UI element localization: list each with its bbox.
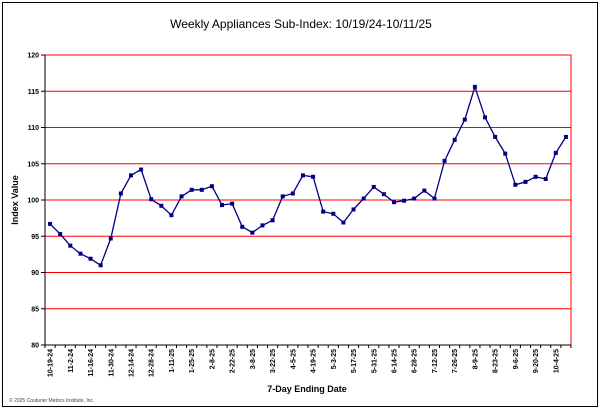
x-tick-label: 1-11-25 [169, 349, 176, 373]
data-point [402, 198, 407, 203]
data-point [472, 84, 477, 89]
x-tick-label: 4-5-25 [290, 349, 297, 369]
x-tick-label: 4-19-25 [311, 349, 318, 373]
x-tick-label: 1-25-25 [189, 349, 196, 373]
data-point [280, 194, 285, 199]
x-tick-label: 3-22-25 [270, 349, 277, 373]
data-point [503, 151, 508, 156]
x-tick-label: 12-14-24 [128, 349, 135, 377]
x-tick-label: 9-6-25 [513, 349, 520, 369]
data-point [442, 158, 447, 163]
data-point [220, 203, 225, 208]
data-point [240, 224, 245, 229]
y-tick-label: 90 [31, 270, 39, 277]
data-point [513, 182, 518, 187]
series-line [49, 84, 567, 267]
data-point [209, 184, 214, 189]
data-point [199, 187, 204, 192]
data-point [493, 134, 498, 139]
data-point [351, 207, 356, 212]
data-point [462, 117, 467, 122]
x-tick-label: 6-14-25 [391, 349, 398, 373]
data-point [412, 196, 417, 201]
x-tick-label: 10-19-24 [48, 349, 55, 377]
data-point [260, 223, 265, 228]
data-point [98, 263, 103, 268]
data-point [553, 150, 558, 155]
y-tick-label: 85 [31, 306, 39, 313]
data-point [523, 179, 528, 184]
data-point [381, 192, 386, 197]
x-tick-label: 11-30-24 [108, 349, 115, 377]
data-point [331, 211, 336, 216]
data-point [250, 230, 255, 235]
data-point [270, 218, 275, 223]
data-point [118, 191, 123, 196]
data-point [452, 137, 457, 142]
x-tick-label: 2-22-25 [230, 349, 237, 373]
data-point [128, 173, 133, 178]
data-point [290, 191, 295, 196]
x-tick-label: 9-20-25 [533, 349, 540, 373]
data-point [68, 243, 73, 248]
x-tick-label: 6-28-25 [412, 349, 419, 373]
y-tick-label: 115 [28, 89, 39, 96]
x-tick-label: 12-28-24 [149, 349, 156, 377]
data-point [230, 201, 235, 206]
chart-title: Weekly Appliances Sub-Index: 10/19/24-10… [170, 17, 432, 31]
data-point [48, 221, 53, 226]
data-point [422, 188, 427, 193]
x-tick-label: 5-31-25 [371, 349, 378, 373]
data-point [189, 187, 194, 192]
data-point [341, 220, 346, 225]
data-point [300, 173, 305, 178]
data-point [361, 196, 366, 201]
x-tick-label: 11-16-24 [88, 349, 95, 377]
data-point [543, 176, 548, 181]
data-point [169, 213, 174, 218]
data-point [88, 256, 93, 261]
data-point [139, 167, 144, 172]
data-point [483, 115, 488, 120]
copyright-note: © 2025 Couturier Metrics Institute, Inc. [9, 397, 94, 404]
data-point [149, 197, 154, 202]
x-tick-label: 2-8-25 [209, 349, 216, 369]
data-point [563, 134, 568, 139]
data-point [391, 200, 396, 205]
data-point [432, 196, 437, 201]
x-tick-label: 8-23-25 [493, 349, 500, 373]
chart: Weekly Appliances Sub-Index: 10/19/24-10… [9, 17, 572, 404]
y-tick-label: 80 [31, 343, 39, 350]
data-point [371, 184, 376, 189]
plot-area: 80 85 90 95 100 105 110 115 120 10-19-24 11-2-24 11… [27, 53, 572, 377]
y-tick-label: 100 [27, 198, 39, 205]
data-point [58, 232, 63, 237]
data-point [78, 251, 83, 256]
x-tick-label: 10-4-25 [553, 349, 560, 373]
y-tick-label: 105 [27, 161, 39, 168]
x-tick-label: 8-9-25 [472, 349, 479, 369]
x-tick-label: 5-17-25 [351, 349, 358, 373]
y-tick-label: 120 [27, 53, 39, 60]
data-point [311, 174, 316, 179]
data-point [159, 203, 164, 208]
x-tick-label: 7-26-25 [452, 349, 459, 373]
x-tick-label: 7-12-25 [432, 349, 439, 373]
y-axis-title: Index Value [10, 175, 20, 225]
x-tick-label: 5-3-25 [331, 349, 338, 369]
chart-frame: Weekly Appliances Sub-Index: 10/19/24-10… [2, 2, 598, 407]
y-tick-label: 110 [28, 125, 39, 132]
data-point [533, 174, 538, 179]
x-tick-label: 3-8-25 [250, 349, 257, 369]
y-tick-label: 95 [31, 234, 39, 241]
data-point [108, 236, 113, 241]
x-axis-title: 7-Day Ending Date [267, 384, 347, 394]
data-point [321, 209, 326, 214]
data-point [179, 194, 184, 199]
x-tick-label: 11-2-24 [68, 349, 75, 373]
